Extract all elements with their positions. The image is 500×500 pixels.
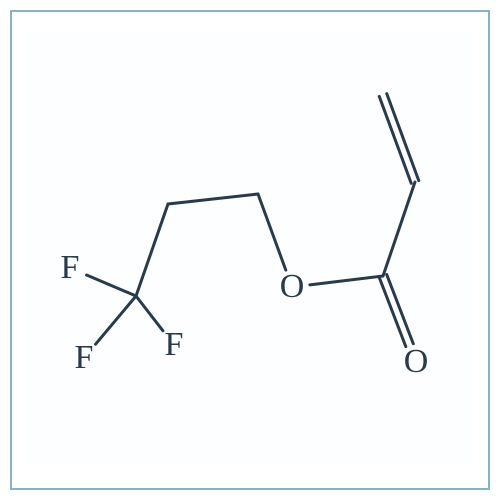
atom-label-F1: F (61, 251, 80, 285)
atom-label-F3: F (165, 328, 184, 362)
atom-label-F2: F (75, 341, 94, 375)
atom-label-O2: O (404, 345, 429, 379)
atom-label-O1: O (280, 270, 305, 304)
canvas: F F F O O (0, 0, 500, 500)
